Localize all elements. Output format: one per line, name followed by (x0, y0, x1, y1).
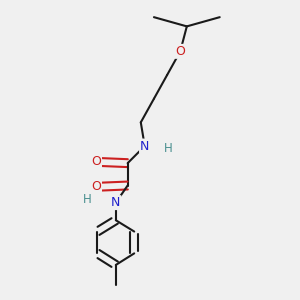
Text: O: O (91, 155, 101, 168)
Text: O: O (175, 45, 185, 58)
Text: N: N (111, 196, 121, 209)
Text: H: H (82, 194, 91, 206)
Text: N: N (140, 140, 149, 153)
Text: O: O (91, 180, 101, 193)
Text: H: H (164, 142, 173, 155)
